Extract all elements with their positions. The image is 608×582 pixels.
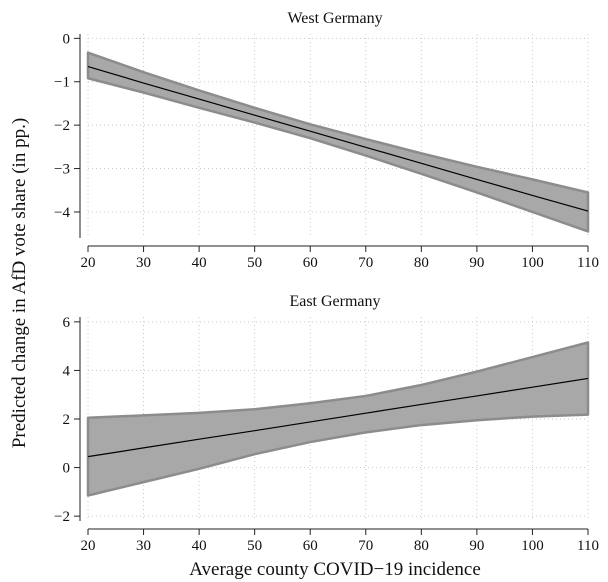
y-tick-label-east-m2: −2 (54, 509, 70, 525)
x-tick-label-west-30: 30 (136, 255, 151, 271)
x-tick-label-east-50: 50 (247, 538, 262, 554)
y-tick-label-west-m3: −3 (54, 162, 70, 178)
confidence-band-west (86, 51, 590, 233)
x-tick-label-east-60: 60 (303, 538, 318, 554)
y-axis-label: Predicted change in AfD vote share (in p… (9, 118, 30, 448)
x-tick-label-east-90: 90 (469, 538, 484, 554)
x-tick-label-west-90: 90 (469, 255, 484, 271)
x-tick-label-west-110: 110 (577, 255, 599, 271)
x-tick-label-east-30: 30 (136, 538, 151, 554)
x-tick-label-west-100: 100 (521, 255, 544, 271)
confidence-band-east (86, 341, 590, 497)
y-tick-label-east-2: 2 (63, 412, 71, 428)
y-tick-label-east-6: 6 (63, 315, 71, 331)
x-tick-label-east-80: 80 (414, 538, 429, 554)
y-tick-label-west-m2: −2 (54, 118, 70, 134)
x-tick-label-west-80: 80 (414, 255, 429, 271)
y-tick-label-east-4: 4 (63, 363, 71, 379)
x-tick-label-east-70: 70 (358, 538, 373, 554)
x-tick-label-west-40: 40 (192, 255, 207, 271)
panel-title-west-germany: West Germany (287, 10, 382, 27)
estimate-line-west (87, 65, 589, 212)
x-tick-label-east-20: 20 (81, 538, 96, 554)
x-tick-label-west-50: 50 (247, 255, 262, 271)
x-tick-label-west-60: 60 (303, 255, 318, 271)
y-tick-label-west-m4: −4 (54, 205, 70, 221)
x-tick-label-east-40: 40 (192, 538, 207, 554)
y-tick-label-east-0: 0 (63, 461, 71, 477)
x-tick-label-west-20: 20 (81, 255, 96, 271)
y-tick-label-west-0: 0 (63, 31, 71, 47)
panel-title-east-germany: East Germany (289, 293, 380, 310)
panel-west-germany: West Germany 0 −1 −2 −3 −4 20 30 40 50 60 70 80 90 10… (54, 10, 599, 271)
y-tick-label-west-m1: −1 (54, 75, 70, 91)
x-axis-label: Average county COVID−19 incidence (189, 559, 481, 580)
x-tick-label-east-100: 100 (521, 538, 544, 554)
x-tick-label-east-110: 110 (577, 538, 599, 554)
x-tick-label-west-70: 70 (358, 255, 373, 271)
estimate-line-east (87, 377, 589, 458)
